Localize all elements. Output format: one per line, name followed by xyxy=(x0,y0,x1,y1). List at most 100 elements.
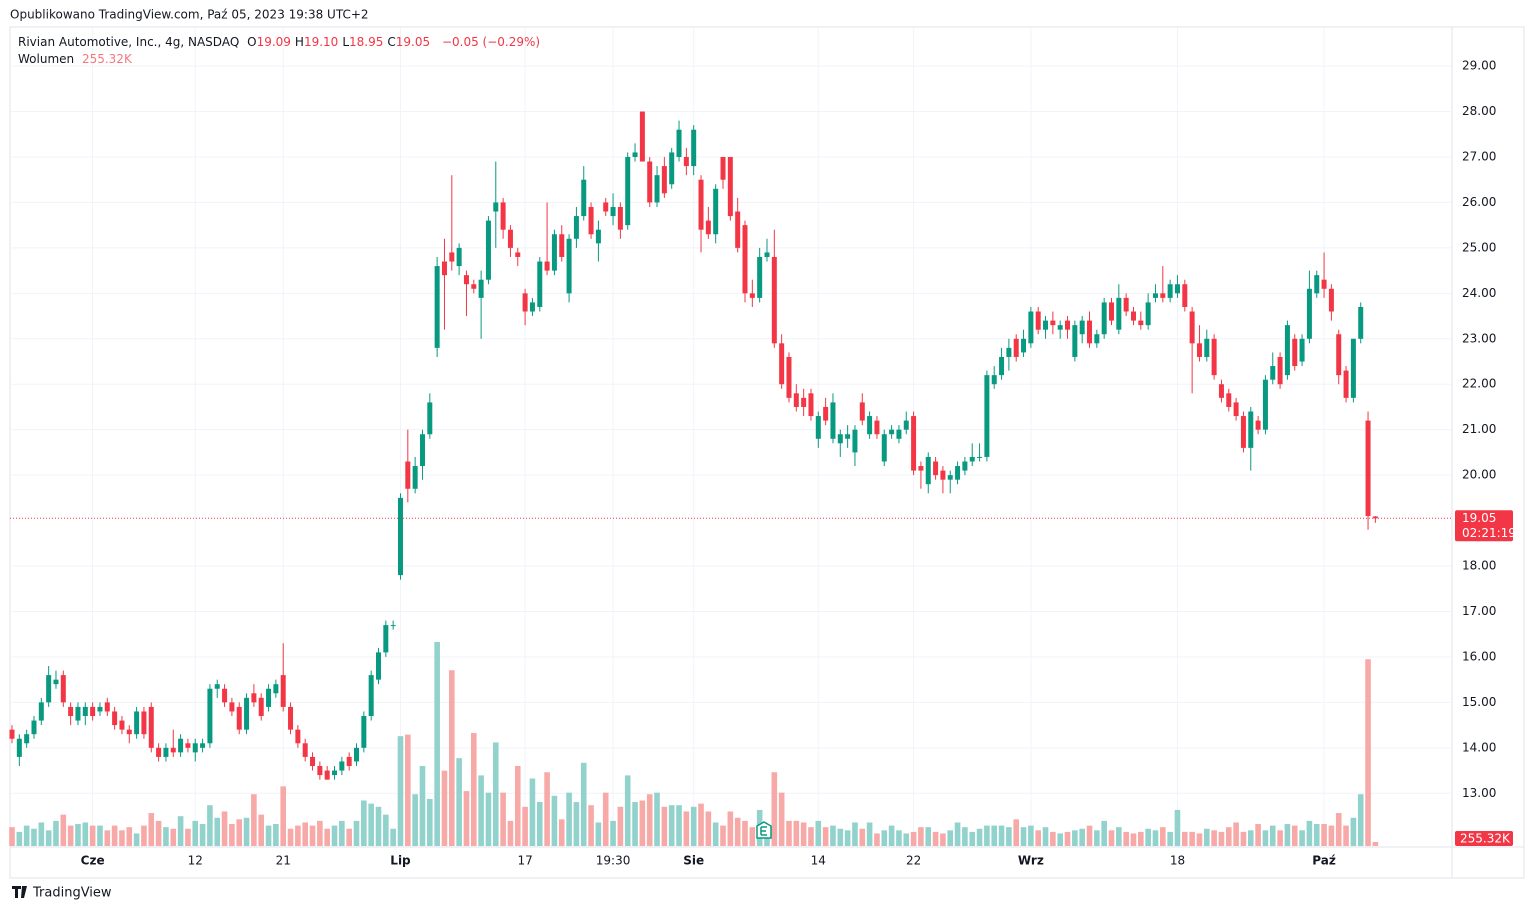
candle-body xyxy=(288,706,294,730)
volume-bar xyxy=(1233,822,1239,846)
volume-bar xyxy=(75,824,81,846)
volume-bar xyxy=(23,825,30,846)
x-tick-label: Wrz xyxy=(1018,854,1044,868)
volume-bar xyxy=(1042,827,1049,846)
x-tick-label: 19:30 xyxy=(596,854,631,868)
candle-body xyxy=(163,747,169,757)
volume-bar xyxy=(676,805,682,846)
candle-body xyxy=(1218,384,1224,398)
volume-bar xyxy=(1343,825,1349,846)
candle-body xyxy=(1006,347,1012,357)
last-price-label: 19.05 xyxy=(1462,511,1496,525)
volume-bar xyxy=(573,802,580,846)
volume-bar xyxy=(551,795,558,846)
candle-body xyxy=(1013,338,1019,357)
volume-bar xyxy=(1357,794,1364,846)
candle-body xyxy=(1094,334,1100,344)
candle-body xyxy=(251,693,257,703)
volume-bar xyxy=(536,802,543,846)
candle-body xyxy=(1372,516,1378,519)
candle-body xyxy=(500,202,506,230)
volume-bar xyxy=(918,827,924,846)
volume-bar xyxy=(837,828,844,846)
candle-body xyxy=(170,747,176,753)
volume-bar xyxy=(456,758,462,846)
volume-bar xyxy=(962,827,968,846)
candle-body xyxy=(1028,311,1034,344)
legend-key: H xyxy=(294,35,304,49)
candle-body xyxy=(339,761,345,771)
volume-bar xyxy=(1050,831,1056,846)
candle-body xyxy=(148,706,154,748)
candle-body xyxy=(1292,338,1298,367)
candle-body xyxy=(24,734,30,744)
volume-bar xyxy=(31,828,37,846)
volume-bar xyxy=(815,820,822,846)
candle-body xyxy=(53,679,59,685)
x-tick-label: Lip xyxy=(390,854,411,868)
candle-body xyxy=(669,152,675,185)
candle-body xyxy=(1072,325,1078,357)
candle-body xyxy=(639,111,645,162)
candle-body xyxy=(991,375,997,385)
candle-body xyxy=(984,375,990,457)
volume-bar xyxy=(82,822,89,846)
candle-body xyxy=(771,256,777,344)
candle-body xyxy=(566,238,572,294)
candle-body xyxy=(1262,379,1268,430)
volume-name: Wolumen xyxy=(18,52,75,66)
candle-body xyxy=(412,466,418,489)
x-tick-label: 12 xyxy=(188,854,203,868)
volume-bar xyxy=(712,822,719,846)
candle-body xyxy=(368,675,374,717)
legend-value: 19.10 xyxy=(303,35,339,49)
volume-bar xyxy=(668,805,675,846)
x-tick-label: 17 xyxy=(517,854,532,868)
volume-bar xyxy=(822,827,829,846)
candle-body xyxy=(603,202,609,212)
volume-bar xyxy=(984,825,990,846)
candle-body xyxy=(1328,288,1334,312)
candle-body xyxy=(9,729,15,739)
volume-bar xyxy=(9,827,15,846)
candle-body xyxy=(1116,297,1122,330)
volume-bar xyxy=(1130,833,1137,846)
volume-bar xyxy=(888,825,895,846)
candle-body xyxy=(1248,411,1254,448)
volume-bar xyxy=(412,794,418,846)
candle-body xyxy=(896,429,902,439)
volume-bar xyxy=(742,820,748,846)
candle-body xyxy=(918,466,924,471)
candle-body xyxy=(441,261,447,276)
volume-bar xyxy=(280,786,287,846)
candle-body xyxy=(185,743,191,748)
chart-frame xyxy=(9,26,1525,879)
volume-bar xyxy=(155,820,162,846)
candle-body xyxy=(977,456,983,458)
y-tick-label: 22.00 xyxy=(1462,377,1496,391)
volume-bar xyxy=(705,811,712,846)
volume-bar xyxy=(427,798,433,846)
volume-bar xyxy=(690,806,697,846)
candle-body xyxy=(698,179,704,230)
volume-bar xyxy=(859,828,866,846)
candle-body xyxy=(911,416,917,471)
candle-body xyxy=(1087,320,1093,344)
volume-bar xyxy=(492,742,499,846)
candle-body xyxy=(823,406,829,421)
published-note: Opublikowano TradingView.com, Paź 05, 20… xyxy=(10,8,369,22)
volume-bar xyxy=(698,803,704,846)
candle-body xyxy=(683,156,689,167)
volume-bar xyxy=(353,820,360,846)
volume-bar xyxy=(830,825,836,846)
candle-body xyxy=(757,256,763,298)
volume-bar xyxy=(126,827,133,846)
volume-bar xyxy=(229,824,235,846)
candle-body xyxy=(1189,311,1195,344)
volume-bar xyxy=(661,806,668,846)
volume-bar xyxy=(53,820,59,846)
candle-body xyxy=(97,706,103,712)
volume-bar xyxy=(1057,833,1063,846)
volume-bar xyxy=(419,765,426,846)
